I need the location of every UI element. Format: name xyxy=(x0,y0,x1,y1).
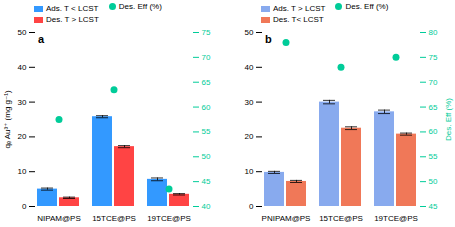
svg-text:40: 40 xyxy=(202,202,211,211)
svg-text:qₑ Au³⁺ (mg g⁻¹): qₑ Au³⁺ (mg g⁻¹) xyxy=(3,90,12,148)
html-text:Des. T > LCST: Des. T > LCST xyxy=(46,15,99,24)
svg-text:40: 40 xyxy=(18,63,27,72)
svg-text:50: 50 xyxy=(429,177,438,186)
svg-text:15TCE@PS: 15TCE@PS xyxy=(92,214,136,223)
svg-text:70: 70 xyxy=(429,78,438,87)
svg-text:70: 70 xyxy=(202,53,211,62)
svg-text:45: 45 xyxy=(429,202,438,211)
svg-text:65: 65 xyxy=(429,103,438,112)
html-text:b: b xyxy=(265,33,272,45)
html-text:Ads. T > LCST: Ads. T > LCST xyxy=(273,4,326,13)
svg-text:60: 60 xyxy=(429,127,438,136)
html-text:Ads. T < LCST: Ads. T < LCST xyxy=(46,4,99,13)
svg-text:19TCE@PS: 19TCE@PS xyxy=(374,214,418,223)
svg-text:65: 65 xyxy=(202,78,211,87)
svg-text:0: 0 xyxy=(249,202,254,211)
svg-text:NIPAM@PS: NIPAM@PS xyxy=(37,214,81,223)
svg-text:30: 30 xyxy=(245,98,254,107)
svg-text:0: 0 xyxy=(22,202,27,211)
svg-text:55: 55 xyxy=(429,152,438,161)
svg-text:55: 55 xyxy=(202,127,211,136)
svg-text:45: 45 xyxy=(202,177,211,186)
svg-text:20: 20 xyxy=(18,132,27,141)
html-text:a: a xyxy=(38,33,45,45)
svg-text:PNIPAM@PS: PNIPAM@PS xyxy=(262,214,311,223)
svg-text:10: 10 xyxy=(18,167,27,176)
svg-text:19TCE@PS: 19TCE@PS xyxy=(147,214,191,223)
svg-text:75: 75 xyxy=(429,53,438,62)
html-text:Des. T< LCST: Des. T< LCST xyxy=(273,15,324,24)
svg-text:50: 50 xyxy=(18,28,27,37)
svg-text:75: 75 xyxy=(202,28,211,37)
svg-text:80: 80 xyxy=(429,28,438,37)
svg-text:15TCE@PS: 15TCE@PS xyxy=(319,214,363,223)
svg-text:20: 20 xyxy=(245,132,254,141)
html-text:Des. Eff (%): Des. Eff (%) xyxy=(118,2,162,11)
svg-text:50: 50 xyxy=(202,152,211,161)
svg-text:50: 50 xyxy=(245,28,254,37)
svg-text:10: 10 xyxy=(245,167,254,176)
svg-text:60: 60 xyxy=(202,103,211,112)
html-text:Des. Eff (%): Des. Eff (%) xyxy=(345,2,389,11)
svg-text:Des. Eff (%): Des. Eff (%) xyxy=(444,98,453,141)
svg-text:40: 40 xyxy=(245,63,254,72)
svg-text:30: 30 xyxy=(18,98,27,107)
